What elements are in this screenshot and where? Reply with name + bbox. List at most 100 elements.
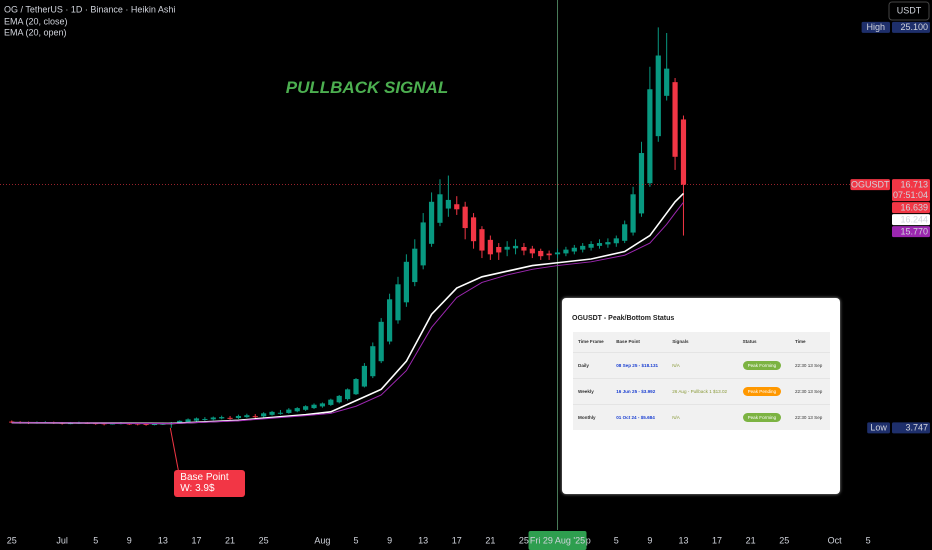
- x-tick-label: 25: [519, 535, 529, 545]
- candle-body: [680, 119, 687, 185]
- x-tick-label: 5: [93, 535, 98, 545]
- candle-body: [386, 299, 393, 342]
- candle-body: [487, 239, 493, 255]
- candle-body: [571, 247, 577, 252]
- x-tick-label: 21: [746, 535, 756, 545]
- pullback-signal-annotation: PULLBACK SIGNAL: [285, 78, 449, 97]
- currency-button-label[interactable]: USDT: [897, 5, 922, 15]
- x-tick-label: 5: [614, 535, 619, 545]
- candle-body: [588, 243, 594, 248]
- status-pill: Peak Forming: [742, 361, 782, 370]
- crosshair-label-box: [528, 531, 587, 550]
- candle-body: [294, 408, 300, 412]
- price-label-value: 15.770: [900, 226, 928, 236]
- candle-body: [462, 206, 468, 229]
- candle-body: [336, 395, 342, 403]
- candle-body: [210, 417, 216, 420]
- x-tick-label: 25: [7, 535, 17, 545]
- table-cell: 01 Oct 24 - $5.684: [611, 404, 668, 430]
- candle-body: [109, 423, 116, 425]
- price-label-value: 16.713: [900, 179, 928, 189]
- price-label-name: OGUSDT: [851, 179, 890, 189]
- status-panel-title: OGUSDT - Peak/Bottom Status: [572, 315, 675, 322]
- candle-body: [647, 89, 653, 184]
- ema-line: [11, 202, 684, 425]
- base-point-callout: Base Point W: 3.9$: [174, 470, 246, 497]
- price-label-name-box: [867, 422, 890, 434]
- candle-body: [252, 416, 258, 418]
- candle-body: [177, 420, 183, 424]
- candle-body: [345, 389, 351, 400]
- price-label-name: High: [867, 22, 886, 32]
- x-tick-label: 17: [452, 535, 462, 545]
- status-table: Time Frame Base Point Signals Status Time Dai…: [573, 332, 830, 430]
- price-label-box: [892, 226, 930, 238]
- price-label-value: 16.244: [900, 214, 928, 224]
- candle-body: [286, 409, 292, 413]
- x-tick-label: 9: [387, 535, 392, 545]
- candle-body: [630, 194, 636, 233]
- table-cell: Peak Pending: [737, 378, 790, 405]
- candle-body: [143, 423, 149, 425]
- candle-body: [319, 403, 326, 407]
- ema-line: [11, 192, 685, 425]
- candle-body: [269, 411, 275, 415]
- status-pill: Peak Forming: [742, 413, 782, 422]
- candle-body: [546, 253, 552, 256]
- price-label-value: 25.100: [900, 22, 928, 32]
- x-tick-label: 9: [127, 535, 132, 545]
- candle-body: [227, 417, 233, 419]
- price-label-name: Low: [870, 423, 887, 433]
- table-cell: 16 Jun 25 - $3.992: [611, 378, 668, 405]
- candle-body: [655, 55, 661, 137]
- candle-body: [521, 246, 527, 251]
- candle-body: [403, 261, 409, 303]
- candle-body: [151, 424, 158, 426]
- table-cell: 22:30 13 Sep: [789, 404, 830, 430]
- candle-body: [664, 68, 670, 96]
- price-label-box: [892, 202, 930, 214]
- table-cell: Peak Forming: [737, 352, 790, 379]
- price-label-box: [892, 179, 930, 202]
- candle-body: [412, 248, 418, 283]
- price-label-box: [892, 214, 930, 226]
- x-tick-label: 25: [259, 535, 269, 545]
- candle-body: [479, 229, 485, 251]
- price-label-value: 3.747: [905, 423, 928, 433]
- status-pill: Peak Pending: [742, 387, 782, 396]
- crosshair-label: Fri 29 Aug '25: [530, 535, 585, 545]
- candle-body: [353, 379, 359, 395]
- table-cell: 22:30 13 Sep: [789, 352, 830, 379]
- x-tick-label: 21: [485, 535, 495, 545]
- candle-body: [361, 365, 368, 387]
- table-cell: Daily: [573, 352, 612, 379]
- table-cell: 22:30 13 Sep: [789, 378, 830, 405]
- price-label-name-box: [861, 21, 890, 33]
- candle-body: [303, 406, 309, 410]
- x-tick-label: 13: [418, 535, 428, 545]
- candle-body: [554, 252, 561, 255]
- candle-body: [672, 82, 678, 157]
- x-tick-label: 5: [353, 535, 358, 545]
- x-tick-label: Aug: [314, 535, 330, 545]
- table-cell: N/A: [667, 404, 738, 430]
- table-cell: 26 Aug - Pullback 1 $13.02: [667, 378, 738, 405]
- candle-body: [428, 201, 435, 244]
- price-label-box: [892, 21, 930, 33]
- legend-entry: EMA (20, open): [4, 27, 67, 37]
- table-row: Weekly 16 Jun 25 - $3.992 26 Aug - Pullbac…: [573, 378, 830, 405]
- candle-body: [202, 418, 208, 420]
- x-tick-label: 13: [158, 535, 168, 545]
- x-tick-label: 25: [779, 535, 789, 545]
- x-tick-label: 17: [191, 535, 201, 545]
- candle-body: [420, 222, 426, 266]
- currency-button[interactable]: [888, 1, 930, 21]
- price-label-value: 16.639: [900, 202, 928, 212]
- x-tick-label: Oct: [828, 535, 843, 545]
- candle-body: [596, 243, 603, 246]
- legend-entry: EMA (20, close): [4, 16, 68, 26]
- candle-body: [261, 413, 267, 417]
- price-axis: [852, 0, 932, 530]
